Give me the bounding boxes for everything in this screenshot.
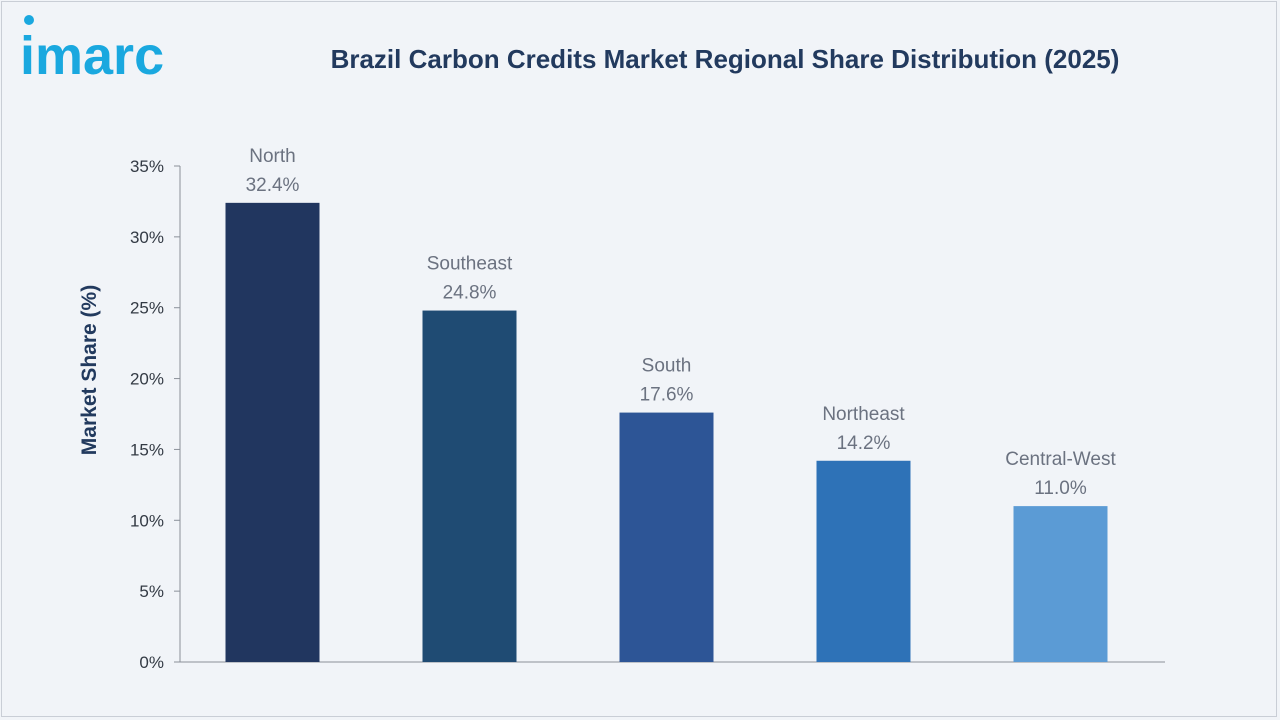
bar-value-label: 11.0%: [1034, 478, 1087, 499]
bar-labels: North 32.4% Southeast 24.8% South 17.6% Northe…: [246, 146, 1117, 499]
bar-northeast: [816, 460, 911, 662]
bar-value-label: 17.6%: [640, 385, 694, 406]
bar-central-west: [1013, 506, 1108, 662]
bar-category-label: Central-West: [1005, 449, 1116, 470]
bar-southeast: [422, 310, 517, 662]
bar-category-label: Southeast: [427, 254, 513, 275]
bar-category-label: North: [249, 146, 295, 167]
y-tick-label: 35%: [130, 157, 164, 176]
bar-north: [225, 202, 320, 663]
imarc-logo: imarc: [20, 15, 164, 84]
y-tick-label: 25%: [130, 299, 164, 318]
y-tick-label: 0%: [139, 653, 164, 672]
svg-text:imarc: imarc: [20, 26, 164, 84]
y-axis: 0% 5% 10% 15% 20% 25% 30% 35%: [130, 157, 1165, 672]
bar-value-label: 24.8%: [443, 283, 497, 304]
bar-category-label: Northeast: [822, 404, 905, 425]
bar-south: [619, 412, 714, 662]
y-tick-label: 5%: [139, 582, 164, 601]
bars: [225, 202, 1108, 663]
y-axis-label: Market Share (%): [78, 285, 101, 455]
y-tick-label: 10%: [130, 511, 164, 530]
y-tick-label: 30%: [130, 228, 164, 247]
bar-category-label: South: [642, 356, 692, 377]
y-tick-label: 15%: [130, 440, 164, 459]
chart-title: Brazil Carbon Credits Market Regional Sh…: [330, 44, 1120, 74]
y-tick-label: 20%: [130, 370, 164, 389]
bar-value-label: 14.2%: [837, 433, 891, 454]
bar-value-label: 32.4%: [246, 175, 300, 196]
